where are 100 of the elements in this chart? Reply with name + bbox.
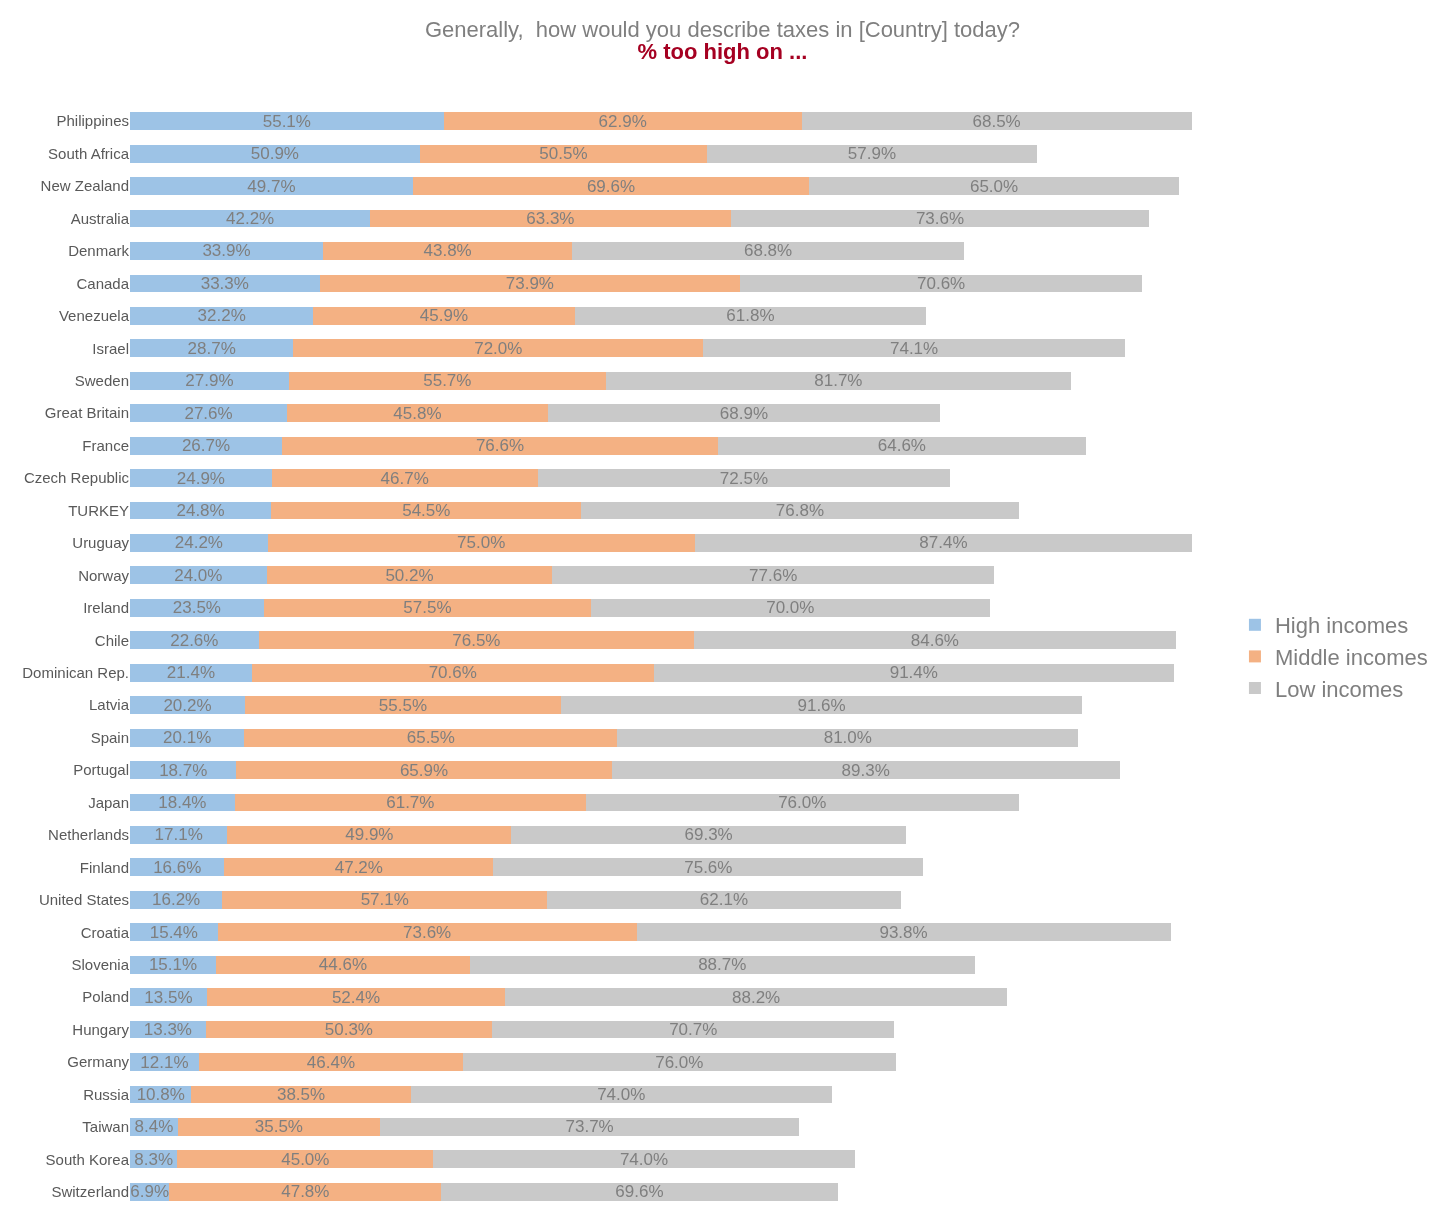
- data-label: 55.1%: [262, 111, 311, 131]
- bar: [809, 177, 1180, 196]
- bar: [379, 1117, 800, 1136]
- bar: [511, 826, 906, 844]
- data-label: 61.7%: [386, 792, 435, 812]
- data-label: 74.0%: [619, 1149, 669, 1169]
- data-label: 27.9%: [185, 371, 234, 391]
- data-label: 54.5%: [402, 501, 451, 521]
- data-label: 69.6%: [615, 1182, 664, 1202]
- data-label: 68.8%: [743, 241, 793, 261]
- data-label: 49.9%: [345, 825, 394, 845]
- bar: [267, 534, 695, 552]
- data-label: 12.1%: [140, 1052, 189, 1072]
- bar: [271, 501, 582, 520]
- y-tick-label: United States: [38, 891, 129, 909]
- data-label: 69.6%: [586, 176, 636, 196]
- data-label: 45.9%: [419, 306, 469, 326]
- bar: [443, 112, 802, 131]
- bar: [293, 339, 704, 358]
- data-label: 62.1%: [699, 890, 749, 910]
- data-label: 24.8%: [176, 501, 225, 521]
- legend-label: Low incomes: [1274, 676, 1404, 702]
- y-tick-label: Philippines: [56, 112, 129, 130]
- data-label: 61.8%: [726, 306, 775, 326]
- data-label: 47.8%: [281, 1182, 330, 1202]
- y-tick-label: Germany: [67, 1053, 130, 1071]
- data-label: 43.8%: [423, 241, 472, 261]
- data-label: 76.0%: [778, 792, 827, 812]
- bar: [130, 112, 444, 131]
- data-label: 24.0%: [174, 565, 223, 585]
- data-label: 68.5%: [972, 111, 1021, 131]
- y-tick-label: New Zealand: [40, 177, 129, 195]
- bar: [244, 696, 561, 715]
- data-label: 45.8%: [393, 403, 442, 423]
- bar: [198, 1053, 463, 1071]
- bar: [217, 923, 637, 942]
- bar: [206, 988, 506, 1007]
- chart-title: Generally, how would you describe taxes in [Country] today?: [424, 16, 1021, 42]
- data-label: 64.6%: [877, 436, 926, 456]
- bar: [130, 371, 289, 390]
- data-label: 35.5%: [254, 1117, 303, 1137]
- bar: [801, 112, 1192, 131]
- bar: [287, 404, 548, 423]
- bar: [266, 566, 553, 585]
- y-tick-label: Finland: [79, 858, 129, 876]
- data-label: 23.5%: [172, 598, 221, 618]
- y-tick-label: Great Britain: [44, 404, 129, 422]
- bar: [258, 631, 695, 650]
- data-label: 88.7%: [698, 955, 747, 975]
- bar: [462, 1053, 896, 1071]
- bar: [288, 371, 606, 390]
- data-label: 22.6%: [170, 630, 219, 650]
- data-label: 50.2%: [385, 565, 434, 585]
- data-label: 72.0%: [474, 338, 523, 358]
- bar: [222, 890, 548, 909]
- data-label: 18.7%: [159, 760, 208, 780]
- data-label: 33.3%: [200, 273, 249, 293]
- data-label: 50.3%: [324, 1020, 373, 1040]
- bar: [236, 761, 612, 779]
- data-label: 50.9%: [250, 144, 299, 164]
- bar: [322, 242, 573, 260]
- bar: [130, 242, 323, 260]
- bar: [419, 144, 708, 163]
- data-label: 46.7%: [380, 468, 429, 488]
- data-label: 33.9%: [202, 241, 251, 261]
- y-tick-label: Czech Republic: [23, 469, 130, 487]
- data-label: 75.0%: [457, 533, 506, 553]
- bar: [215, 955, 470, 974]
- data-label: 73.9%: [505, 273, 554, 293]
- bar: [547, 404, 940, 423]
- bar: [227, 826, 512, 844]
- y-tick-label: Dominican Rep.: [22, 663, 129, 681]
- bar: [433, 1150, 855, 1169]
- data-label: 17.1%: [154, 825, 203, 845]
- bar: [263, 598, 592, 617]
- data-label: 65.5%: [406, 728, 455, 748]
- bar: [319, 274, 741, 293]
- data-label: 72.5%: [719, 468, 768, 488]
- bar: [130, 404, 288, 423]
- bar: [281, 436, 718, 455]
- bar: [412, 177, 810, 196]
- data-label: 24.2%: [174, 533, 223, 553]
- data-label: 27.6%: [184, 403, 233, 423]
- data-label: 74.0%: [597, 1084, 646, 1104]
- y-tick-label: Russia: [83, 1085, 130, 1103]
- bar: [169, 1182, 442, 1201]
- y-tick-label: Portugal: [73, 761, 129, 779]
- data-label: 21.4%: [166, 663, 216, 683]
- data-label: 8.3%: [134, 1149, 173, 1169]
- data-label: 93.8%: [879, 922, 928, 942]
- data-label: 15.1%: [148, 955, 198, 975]
- y-tick-label: Canada: [76, 274, 130, 292]
- y-tick-label: Latvia: [88, 696, 130, 714]
- y-tick-label: Spain: [90, 728, 129, 746]
- data-label: 91.6%: [797, 695, 846, 715]
- data-label: 89.3%: [841, 760, 890, 780]
- data-label: 57.1%: [360, 890, 409, 910]
- y-tick-label: Israel: [92, 339, 129, 357]
- bar: [547, 890, 901, 909]
- bar: [694, 534, 1193, 552]
